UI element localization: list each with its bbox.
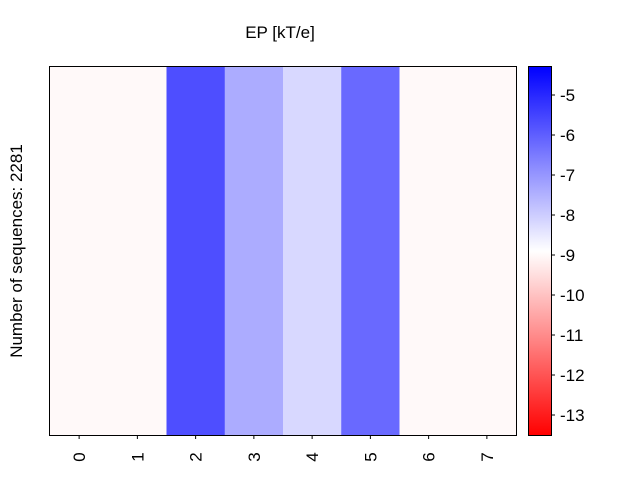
- heatmap-cell-6: [399, 67, 459, 435]
- plot-frame: [49, 66, 517, 436]
- chart-title: EP [kT/e]: [245, 23, 315, 42]
- x-tick-label-0: 0: [70, 452, 89, 461]
- x-tick-label-5: 5: [361, 452, 380, 461]
- x-axis-ticks: 0 1 2 3 4 5 6 7: [70, 435, 497, 462]
- x-tick-label-7: 7: [478, 452, 497, 461]
- heatmap-cell-5: [341, 67, 400, 435]
- colorbar-tick-label: -9: [560, 246, 575, 265]
- colorbar-tick-label: -11: [560, 326, 583, 345]
- x-tick-label-4: 4: [303, 452, 322, 461]
- heatmap-cell-3: [224, 67, 284, 435]
- colorbar-tick-label: -5: [560, 86, 575, 105]
- colorbar-tick-label: -12: [560, 366, 585, 385]
- heatmap-cell-1: [108, 67, 167, 435]
- heatmap-cells: [50, 67, 517, 435]
- heatmap-cell-0: [50, 67, 109, 435]
- colorbar-tick-label: -13: [560, 406, 585, 425]
- x-tick-label-3: 3: [245, 452, 264, 461]
- y-axis-label: Number of sequences: 2281: [7, 144, 26, 358]
- colorbar-tick-label: -6: [560, 126, 575, 145]
- colorbar-ticks: -5 -6 -7 -8 -9 -10 -11 -12 -13: [551, 86, 585, 425]
- colorbar: [528, 66, 552, 436]
- x-tick-label-2: 2: [187, 452, 206, 461]
- colorbar-tick-label: -10: [560, 286, 585, 305]
- x-tick-label-6: 6: [420, 452, 439, 461]
- heatmap-cell-4: [283, 67, 342, 435]
- colorbar-tick-label: -8: [560, 206, 575, 225]
- x-tick-label-1: 1: [128, 452, 147, 461]
- heatmap-cell-7: [457, 67, 517, 435]
- heatmap-cell-2: [166, 67, 226, 435]
- colorbar-tick-label: -7: [560, 166, 575, 185]
